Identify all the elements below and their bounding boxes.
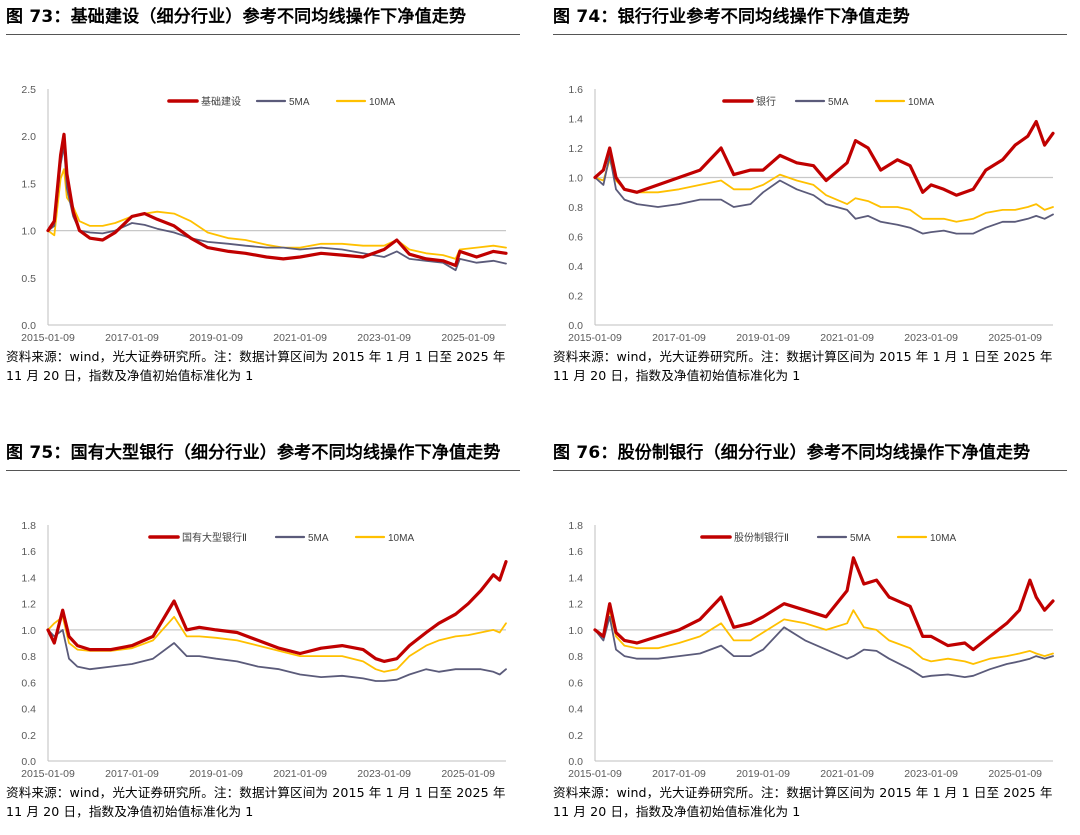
- source-note: 资料来源：wind，光大证券研究所。注：数据计算区间为 2015 年 1 月 1…: [6, 349, 506, 383]
- x-tick-label: 2015-01-09: [21, 332, 75, 344]
- x-tick-label: 2015-01-09: [21, 768, 75, 780]
- y-tick-label: 1.8: [21, 520, 36, 532]
- series-line-index: [593, 119, 1055, 197]
- y-tick-label: 1.0: [568, 625, 583, 637]
- y-tick-label: 0.0: [21, 320, 36, 332]
- series-line-10ma: [594, 158, 1054, 223]
- y-tick-label: 0.0: [568, 756, 583, 768]
- figure-title: 图 76：股份制银行（细分行业）参考不同均线操作下净值走势: [553, 436, 1067, 471]
- y-tick-label: 1.6: [568, 84, 583, 96]
- x-tick-label: 2017-01-09: [652, 768, 706, 780]
- x-tick-label: 2025-01-09: [988, 768, 1042, 780]
- x-tick-label: 2025-01-09: [441, 332, 495, 344]
- legend-label: 5MA: [850, 533, 871, 544]
- legend-label: 股份制银行Ⅱ: [734, 531, 789, 544]
- line-chart: 0.0 0.2 0.4 0.6 0.8 1.0 1.2 1.4 1.6 1.8 2015-01-09…: [568, 520, 1055, 780]
- x-tick-label: 2023-01-09: [357, 768, 411, 780]
- series-line-5ma: [594, 615, 1054, 679]
- legend-label: 10MA: [908, 97, 934, 108]
- x-tick-label: 2021-01-09: [820, 332, 874, 344]
- x-tick-label: 2021-01-09: [820, 768, 874, 780]
- y-tick-label: 0.4: [568, 704, 583, 716]
- x-tick-label: 2021-01-09: [273, 332, 327, 344]
- source-note: 资料来源：wind，光大证券研究所。注：数据计算区间为 2015 年 1 月 1…: [553, 785, 1053, 819]
- y-tick-label: 0.4: [21, 704, 36, 716]
- y-tick-label: 0.2: [21, 730, 36, 742]
- legend-label: 5MA: [289, 97, 310, 108]
- y-tick-label: 0.8: [568, 651, 583, 663]
- legend-label: 基础建设: [201, 95, 241, 108]
- x-tick-label: 2017-01-09: [105, 332, 159, 344]
- source-note: 资料来源：wind，光大证券研究所。注：数据计算区间为 2015 年 1 月 1…: [6, 785, 506, 819]
- y-tick-label: 0.0: [568, 320, 583, 332]
- x-tick-label: 2025-01-09: [441, 768, 495, 780]
- x-tick-label: 2023-01-09: [904, 332, 958, 344]
- y-tick-label: 1.2: [21, 599, 36, 611]
- y-tick-label: 1.0: [568, 173, 583, 185]
- x-tick-label: 2017-01-09: [652, 332, 706, 344]
- y-tick-label: 0.5: [21, 273, 36, 285]
- series-line-10ma: [47, 168, 507, 260]
- legend-label: 10MA: [930, 533, 956, 544]
- x-tick-label: 2023-01-09: [357, 332, 411, 344]
- line-chart: 0.0 0.2 0.4 0.6 0.8 1.0 1.2 1.4 1.6 1.8 2015-01-09…: [21, 520, 508, 780]
- x-tick-label: 2015-01-09: [568, 332, 622, 344]
- panel-fig75: 图 75：国有大型银行（细分行业）参考不同均线操作下净值走势 0.0 0.2 0.4…: [6, 436, 520, 821]
- legend-label: 10MA: [388, 533, 414, 544]
- y-tick-label: 0.8: [568, 202, 583, 214]
- y-tick-label: 1.5: [21, 178, 36, 190]
- y-tick-label: 0.6: [568, 677, 583, 689]
- y-tick-label: 1.4: [568, 572, 583, 584]
- y-tick-label: 1.6: [21, 546, 36, 558]
- line-chart: 0.0 0.2 0.4 0.6 0.8 1.0 1.2 1.4 1.6 2015-01-09 201…: [568, 84, 1055, 344]
- y-tick-label: 0.6: [21, 677, 36, 689]
- y-tick-label: 0.6: [568, 232, 583, 244]
- series-line-10ma: [594, 609, 1054, 665]
- x-tick-label: 2019-01-09: [189, 332, 243, 344]
- y-tick-label: 1.2: [568, 599, 583, 611]
- series-line-5ma: [594, 154, 1054, 235]
- y-tick-label: 2.5: [21, 84, 36, 96]
- y-tick-label: 1.2: [568, 143, 583, 155]
- legend-label: 5MA: [828, 97, 849, 108]
- y-tick-label: 2.0: [21, 131, 36, 143]
- panel-fig74: 图 74：银行行业参考不同均线操作下净值走势 0.0 0.2 0.4 0.6 0.8 1.…: [553, 0, 1067, 385]
- y-tick-label: 1.0: [21, 625, 36, 637]
- figure-title: 图 74：银行行业参考不同均线操作下净值走势: [553, 0, 1067, 35]
- series-line-index: [46, 132, 508, 268]
- y-tick-label: 1.4: [568, 114, 583, 126]
- x-tick-label: 2019-01-09: [189, 768, 243, 780]
- legend-label: 10MA: [369, 97, 395, 108]
- y-tick-label: 1.0: [21, 226, 36, 238]
- x-tick-label: 2019-01-09: [736, 768, 790, 780]
- x-tick-label: 2015-01-09: [568, 768, 622, 780]
- panel-fig73: 图 73：基础建设（细分行业）参考不同均线操作下净值走势 0.0 0.5 1.0 1.…: [6, 0, 520, 385]
- y-tick-label: 0.0: [21, 756, 36, 768]
- y-tick-label: 0.8: [21, 651, 36, 663]
- x-tick-label: 2017-01-09: [105, 768, 159, 780]
- source-note: 资料来源：wind，光大证券研究所。注：数据计算区间为 2015 年 1 月 1…: [553, 349, 1053, 383]
- x-tick-label: 2021-01-09: [273, 768, 327, 780]
- y-tick-label: 0.4: [568, 261, 583, 273]
- figure-title: 图 75：国有大型银行（细分行业）参考不同均线操作下净值走势: [6, 436, 520, 471]
- legend-label: 5MA: [308, 533, 329, 544]
- series-line-5ma: [47, 144, 507, 272]
- series-line-index: [46, 560, 508, 663]
- y-tick-label: 1.8: [568, 520, 583, 532]
- series-line-index: [593, 556, 1055, 652]
- y-tick-label: 0.2: [568, 291, 583, 303]
- line-chart: 0.0 0.5 1.0 1.5 2.0 2.5 2015-01-09 2017-01-09 20…: [21, 84, 508, 344]
- x-tick-label: 2019-01-09: [736, 332, 790, 344]
- y-tick-label: 1.4: [21, 572, 36, 584]
- x-tick-label: 2025-01-09: [988, 332, 1042, 344]
- panel-fig76: 图 76：股份制银行（细分行业）参考不同均线操作下净值走势 0.0 0.2 0.4 0…: [553, 436, 1067, 821]
- legend-label: 银行: [756, 95, 776, 108]
- x-tick-label: 2023-01-09: [904, 768, 958, 780]
- figure-title: 图 73：基础建设（细分行业）参考不同均线操作下净值走势: [6, 0, 520, 35]
- y-tick-label: 1.6: [568, 546, 583, 558]
- legend-label: 国有大型银行Ⅱ: [182, 531, 247, 544]
- y-tick-label: 0.2: [568, 730, 583, 742]
- series-line-5ma: [47, 628, 507, 682]
